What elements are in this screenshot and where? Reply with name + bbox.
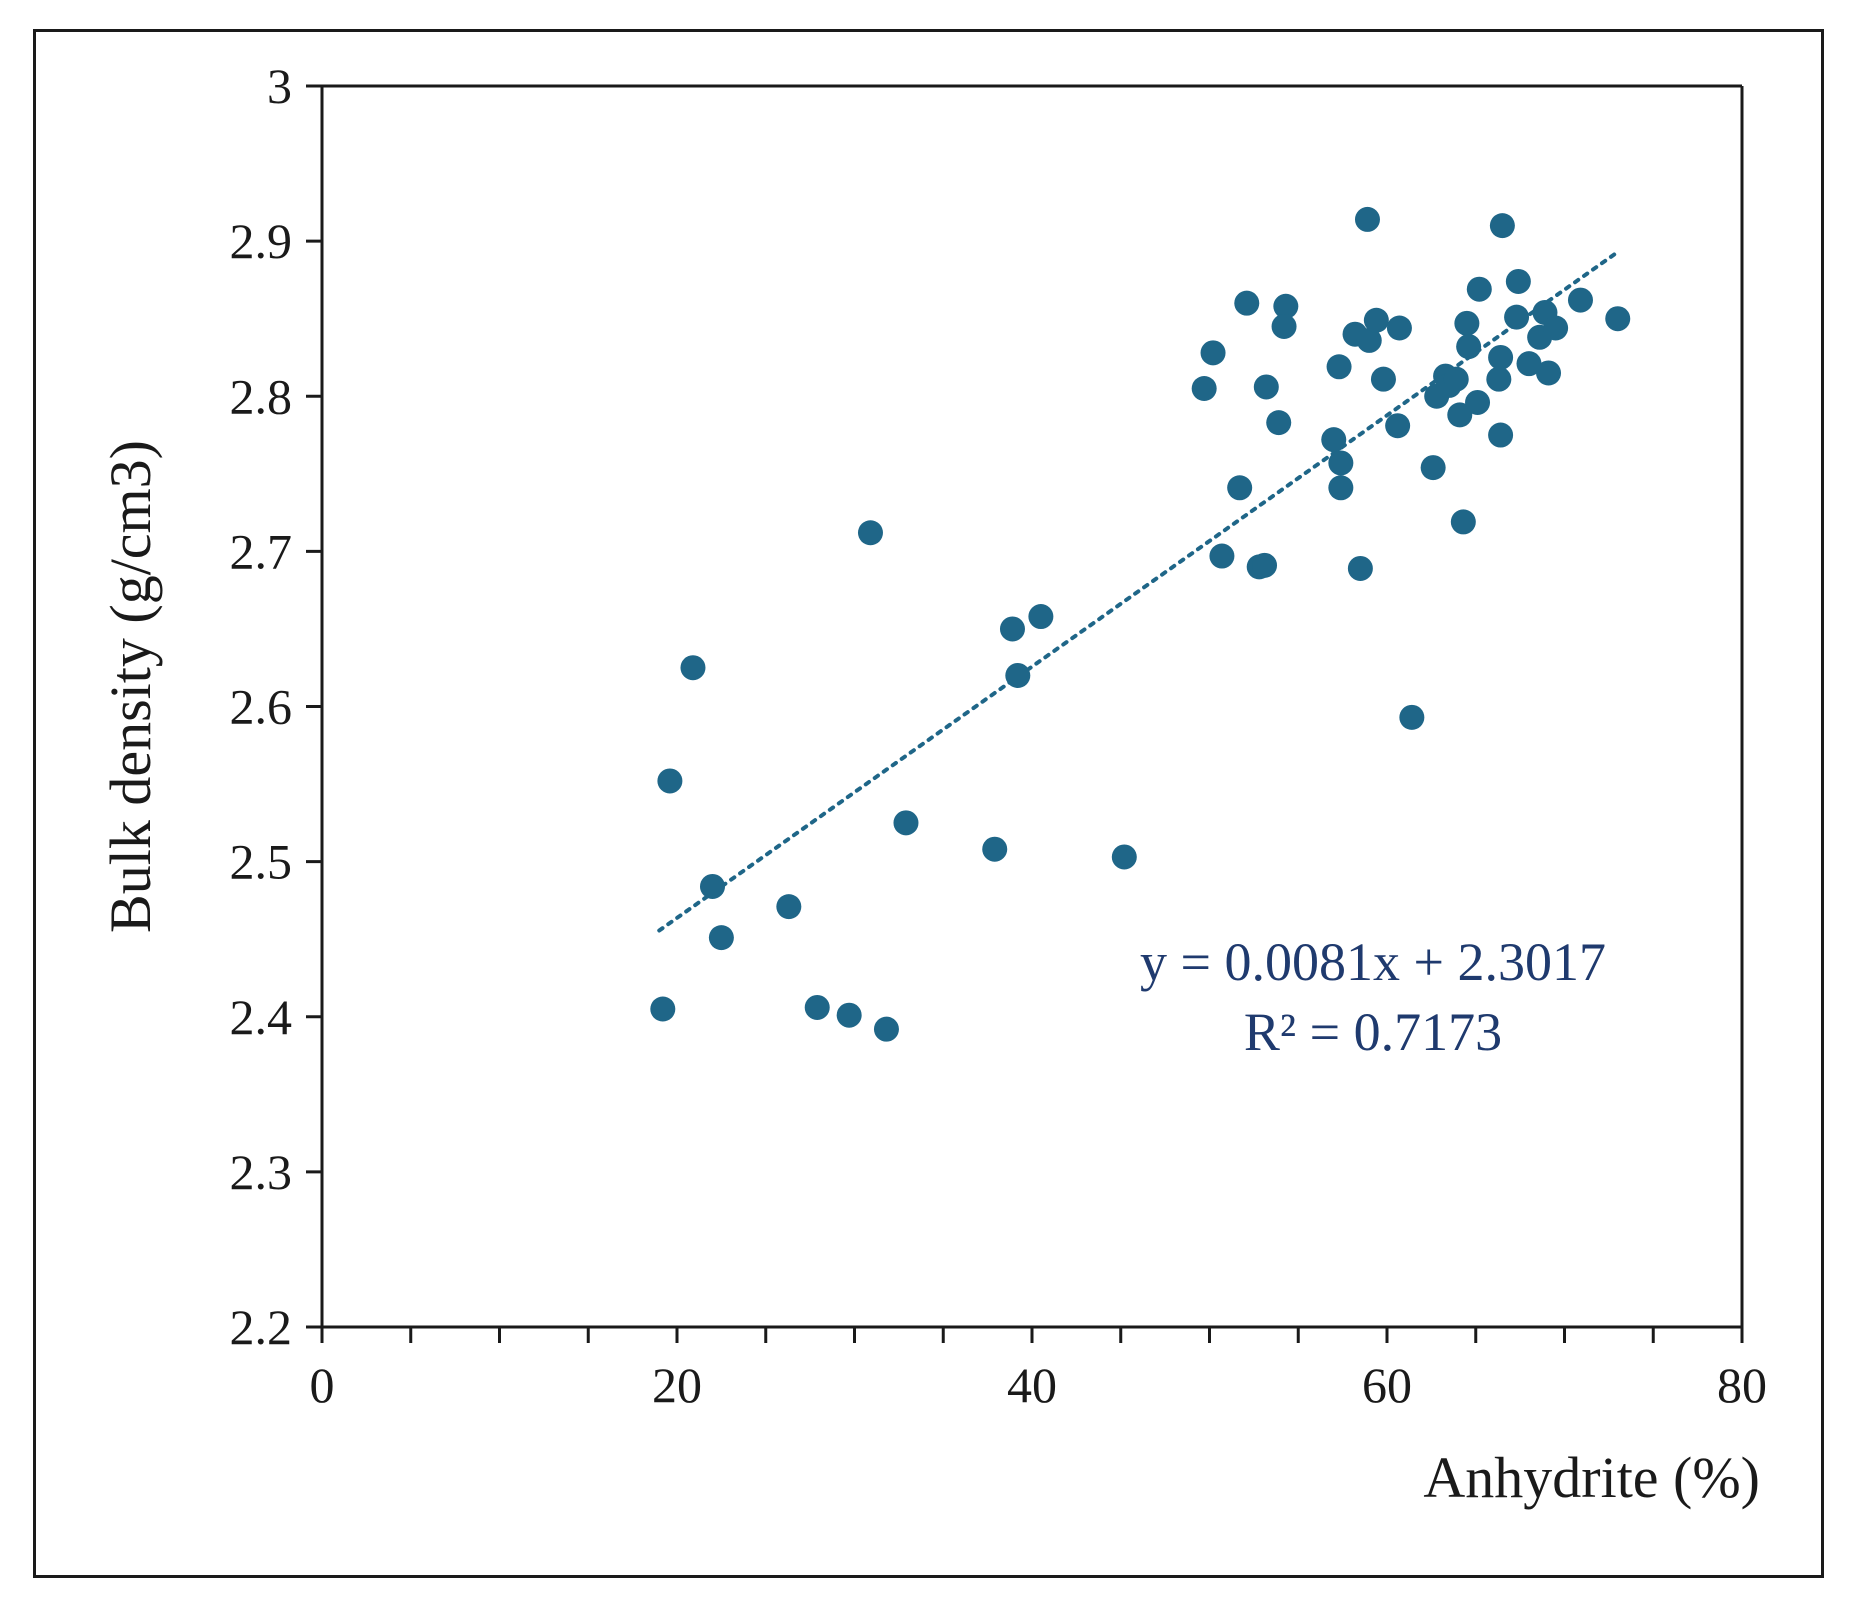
y-tick-label: 2.5 [230,834,293,890]
data-point [1363,307,1389,333]
data-point [708,925,734,951]
data-point [1385,413,1411,439]
data-point [1252,552,1278,578]
x-tick-label: 60 [1362,1357,1412,1413]
data-point [1347,555,1373,581]
data-point [1005,662,1031,688]
data-point [1200,340,1226,366]
y-tick-label: 2.9 [230,213,293,269]
data-point [1505,268,1531,294]
data-point [1328,475,1354,501]
y-tick-label: 2.3 [230,1144,293,1200]
x-tick-label: 20 [652,1357,702,1413]
data-point [1328,450,1354,476]
y-tick-label: 2.7 [230,523,293,579]
data-point [1399,704,1425,730]
data-point [1536,360,1562,386]
x-tick-label: 80 [1717,1357,1767,1413]
data-point [1370,366,1396,392]
trendline-equation: y = 0.0081x + 2.3017 [1140,932,1606,992]
data-point [1253,374,1279,400]
data-point [657,768,683,794]
trendline-r-squared: R² = 0.7173 [1244,1002,1502,1062]
data-point [1443,366,1469,392]
data-point [857,520,883,546]
data-point [1516,351,1542,377]
data-point [1543,315,1569,341]
data-point [1488,422,1514,448]
data-point [1354,206,1380,232]
data-point [836,1002,862,1028]
data-point [1386,315,1412,341]
data-point [893,810,919,836]
data-point [1504,304,1530,330]
data-point [1209,543,1235,569]
data-point [982,836,1008,862]
x-tick-label: 0 [310,1357,335,1413]
data-point [1266,410,1292,436]
data-point [650,996,676,1022]
data-point [1271,313,1297,339]
data-point [700,873,725,899]
data-point [1465,389,1491,415]
data-point [1489,213,1515,239]
data-point [1191,375,1217,401]
trendline [657,249,1620,933]
data-point [1234,290,1260,316]
data-point [1567,287,1593,313]
data-point [1456,334,1482,360]
data-point [1447,402,1473,428]
data-point [1420,455,1446,481]
data-point [1605,306,1631,332]
data-point [680,655,706,681]
data-point [999,616,1025,642]
data-point [1273,293,1299,319]
data-point [1466,276,1492,302]
data-point [1450,509,1476,535]
data-point [1111,844,1137,870]
data-point [1488,344,1514,370]
data-point [776,894,802,920]
y-axis-title: Bulk density (g/cm3) [98,440,163,933]
y-tick-label: 3 [267,58,292,114]
data-point [1028,604,1054,630]
data-point [1356,327,1382,353]
y-tick-label: 2.8 [230,368,293,424]
y-tick-label: 2.2 [230,1299,293,1355]
x-tick-label: 40 [1007,1357,1057,1413]
x-axis-title: Anhydrite (%) [1423,1445,1760,1510]
y-tick-label: 2.6 [230,679,293,735]
data-point [1227,475,1253,501]
data-point [1486,366,1512,392]
data-point [1326,354,1352,380]
data-point [1454,310,1480,336]
data-point [804,994,830,1020]
data-point [1321,427,1347,453]
y-tick-label: 2.4 [230,989,293,1045]
data-point [873,1016,899,1042]
